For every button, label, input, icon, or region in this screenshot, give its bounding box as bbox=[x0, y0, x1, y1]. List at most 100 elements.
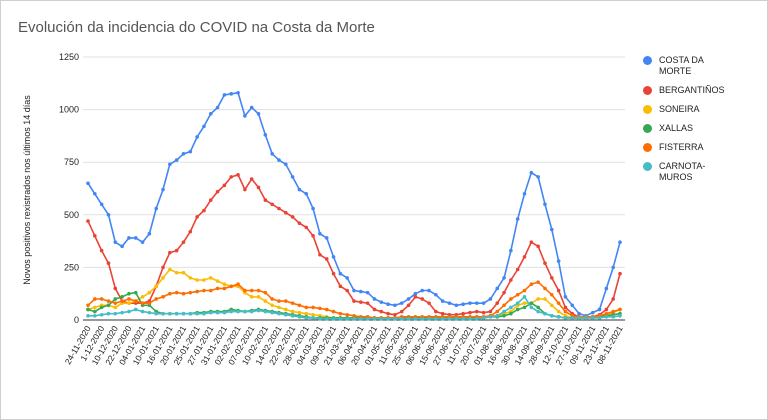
legend-swatch bbox=[643, 143, 652, 152]
data-point bbox=[454, 317, 459, 321]
data-point bbox=[127, 236, 131, 240]
data-point bbox=[577, 316, 581, 320]
legend-label: COSTA DA MORTE bbox=[659, 55, 704, 76]
data-point bbox=[263, 309, 268, 314]
data-point bbox=[93, 191, 97, 196]
data-point bbox=[597, 307, 602, 312]
data-point bbox=[256, 295, 261, 299]
data-point bbox=[249, 309, 254, 314]
data-point bbox=[202, 208, 206, 213]
data-point bbox=[522, 255, 527, 259]
data-point bbox=[297, 310, 302, 315]
data-point bbox=[113, 311, 118, 316]
data-point bbox=[277, 299, 281, 303]
data-point bbox=[222, 286, 227, 291]
data-point bbox=[311, 234, 315, 238]
data-point bbox=[318, 231, 322, 236]
data-point bbox=[529, 301, 534, 305]
data-point bbox=[515, 267, 520, 272]
data-point bbox=[243, 114, 247, 118]
data-point bbox=[543, 286, 547, 291]
data-point bbox=[229, 175, 234, 179]
data-point bbox=[399, 301, 404, 305]
data-point bbox=[147, 231, 152, 236]
data-point bbox=[113, 240, 118, 244]
data-point bbox=[208, 112, 213, 116]
y-tick-label: 750 bbox=[64, 157, 79, 167]
data-point bbox=[147, 310, 152, 315]
data-point bbox=[154, 206, 159, 211]
data-point bbox=[174, 248, 179, 253]
data-point bbox=[556, 259, 561, 263]
data-point bbox=[127, 309, 131, 314]
data-point bbox=[536, 280, 540, 284]
data-point bbox=[161, 187, 165, 192]
data-point bbox=[604, 315, 609, 319]
data-point bbox=[611, 297, 615, 301]
legend-item: COSTA DA MORTE bbox=[643, 55, 758, 77]
data-point bbox=[86, 219, 90, 223]
data-point bbox=[86, 307, 90, 312]
data-point bbox=[549, 276, 554, 280]
data-point bbox=[372, 297, 377, 301]
series bbox=[86, 173, 622, 320]
data-point bbox=[399, 309, 404, 314]
data-point bbox=[188, 229, 193, 234]
data-point bbox=[188, 311, 193, 316]
data-point bbox=[140, 240, 145, 244]
data-point bbox=[93, 234, 97, 238]
data-point bbox=[304, 191, 309, 196]
legend-label: FISTERRA bbox=[659, 142, 704, 152]
data-point bbox=[318, 252, 322, 257]
data-point bbox=[215, 279, 220, 283]
data-point bbox=[106, 299, 111, 303]
data-point bbox=[93, 313, 97, 318]
data-point bbox=[195, 289, 199, 294]
legend-item: XALLAS bbox=[643, 123, 758, 134]
data-point bbox=[563, 309, 568, 314]
data-point bbox=[188, 290, 193, 295]
data-point bbox=[502, 309, 506, 314]
data-point bbox=[181, 270, 186, 275]
data-point bbox=[549, 227, 554, 232]
data-point bbox=[113, 297, 118, 301]
data-point bbox=[120, 244, 124, 249]
data-point bbox=[454, 303, 459, 308]
data-point bbox=[481, 316, 486, 320]
data-point bbox=[283, 307, 288, 312]
data-point bbox=[461, 311, 465, 316]
data-point bbox=[202, 124, 206, 129]
data-point bbox=[427, 301, 431, 305]
data-point bbox=[434, 292, 438, 297]
data-point bbox=[509, 297, 513, 301]
data-point bbox=[168, 162, 172, 167]
data-point bbox=[168, 267, 172, 272]
data-point bbox=[406, 303, 411, 308]
data-point bbox=[277, 311, 281, 316]
data-point bbox=[536, 305, 540, 310]
data-point bbox=[543, 311, 547, 316]
data-point bbox=[140, 301, 145, 305]
data-point bbox=[270, 202, 274, 207]
data-point bbox=[229, 309, 234, 314]
data-point bbox=[236, 90, 240, 95]
data-point bbox=[222, 93, 227, 97]
data-point bbox=[440, 299, 445, 303]
data-point bbox=[434, 309, 438, 314]
series bbox=[86, 90, 622, 318]
data-point bbox=[359, 317, 363, 321]
data-point bbox=[604, 307, 609, 312]
data-point bbox=[474, 301, 479, 305]
data-point bbox=[283, 312, 288, 317]
data-point bbox=[147, 290, 152, 295]
data-point bbox=[468, 317, 472, 321]
data-point bbox=[174, 311, 179, 316]
data-point bbox=[556, 288, 561, 293]
data-point bbox=[297, 303, 302, 308]
y-tick-label: 500 bbox=[64, 210, 79, 220]
legend-label: XALLAS bbox=[659, 123, 694, 133]
data-point bbox=[413, 295, 418, 299]
data-point bbox=[604, 286, 609, 291]
data-point bbox=[536, 297, 540, 301]
data-point bbox=[529, 282, 534, 287]
